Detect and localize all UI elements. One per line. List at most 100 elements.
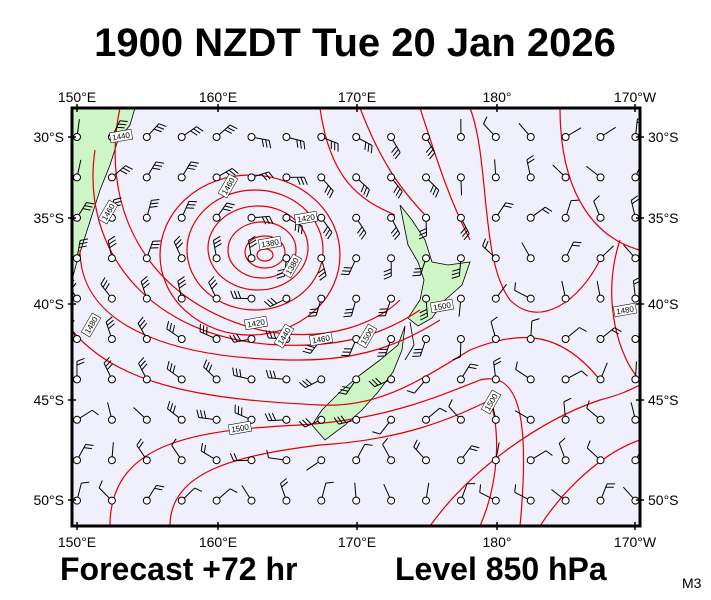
barb-station	[73, 173, 81, 182]
barb-station	[561, 173, 570, 182]
barb-station	[561, 254, 570, 263]
barb-station	[247, 133, 256, 141]
barb-feather	[143, 282, 150, 289]
barb-feather	[571, 244, 580, 247]
barb-feather	[614, 327, 622, 333]
barb-station	[387, 133, 396, 141]
land-australia	[72, 108, 136, 281]
barb-station	[387, 415, 396, 424]
barb-feather	[375, 377, 382, 385]
barb-station	[526, 254, 535, 263]
barb-feather	[272, 370, 277, 379]
barb-station	[107, 415, 116, 424]
barb-station	[596, 415, 605, 424]
barb-station	[282, 496, 291, 505]
barb-feather	[392, 149, 399, 157]
barb-feather	[429, 184, 435, 193]
barb-feather	[266, 449, 270, 458]
barb-feather	[194, 487, 203, 492]
barb-feather	[319, 275, 327, 281]
barb-station	[631, 456, 640, 465]
barb-station	[526, 173, 535, 182]
barb-station	[212, 415, 221, 424]
barb-feather	[268, 413, 273, 421]
barb-feather	[357, 226, 363, 234]
lat-label-left: 40°S	[33, 296, 64, 312]
lat-label-right: 40°S	[648, 296, 679, 312]
lat-label-right: 30°S	[648, 129, 679, 145]
lat-label-right: 50°S	[648, 492, 679, 508]
barb-feather	[265, 216, 270, 225]
contour-label: 1500	[430, 298, 454, 314]
barb-feather	[345, 308, 354, 311]
barb-feather	[229, 488, 238, 493]
contour-label-box	[109, 128, 133, 144]
barb-feather	[581, 370, 588, 377]
lon-label-top: 150°E	[58, 89, 96, 105]
barb-station	[596, 335, 605, 343]
contour-label-box	[258, 235, 282, 251]
barb-feather	[188, 164, 198, 167]
barb-feather	[391, 146, 397, 153]
barb-feather	[156, 484, 165, 488]
barb-feather	[370, 145, 373, 154]
barb-station	[491, 254, 500, 263]
barb-feather	[276, 275, 285, 279]
barb-station	[142, 335, 151, 343]
barb-feather	[305, 378, 313, 385]
barb-station	[561, 375, 570, 384]
barb-station	[561, 456, 570, 465]
barb-feather	[72, 279, 75, 284]
barb-station	[177, 375, 186, 384]
barb-feather	[493, 357, 501, 362]
barb-station	[631, 173, 640, 182]
model-code: M3	[682, 575, 702, 591]
barb-station	[107, 294, 116, 303]
barb-feather	[493, 360, 502, 366]
barb-feather	[239, 369, 242, 378]
barb-station	[491, 335, 500, 343]
barb-feather	[648, 332, 654, 337]
title: 1900 NZDT Tue 20 Jan 2026	[94, 21, 616, 65]
barb-station	[177, 254, 186, 263]
barb-feather	[418, 231, 427, 236]
barb-feather	[267, 299, 274, 306]
barb-station	[422, 496, 430, 505]
barb-station	[352, 375, 361, 384]
barb-station	[212, 213, 221, 222]
barb-station	[456, 213, 465, 222]
lat-label-left: 45°S	[33, 392, 64, 408]
barb-station	[456, 294, 465, 303]
barb-feather	[205, 361, 210, 370]
barb-feather	[84, 205, 93, 208]
barb-station	[596, 294, 605, 303]
barb-station	[73, 254, 81, 263]
barb-feather	[363, 187, 368, 195]
barb-feather	[154, 487, 163, 491]
barb-feather	[105, 360, 112, 367]
barb-feather	[106, 319, 114, 326]
barb-feather	[269, 370, 273, 379]
barb-feather	[340, 415, 347, 423]
barb-feather	[86, 202, 95, 205]
barb-feather	[630, 195, 639, 201]
barb-feather	[171, 438, 177, 446]
barb-feather	[150, 202, 159, 205]
barb-station	[247, 254, 256, 263]
barb-feather	[156, 125, 165, 130]
barb-feather	[579, 327, 587, 332]
barb-station	[247, 496, 256, 505]
barb-station	[317, 294, 326, 303]
barb-station	[317, 213, 326, 222]
barb-station	[317, 375, 326, 384]
barb-feather	[394, 233, 401, 241]
barb-feather	[187, 167, 196, 170]
barb-feather	[343, 315, 352, 318]
barb-feather	[383, 275, 392, 280]
barb-feather	[152, 167, 161, 170]
barb-station	[631, 335, 640, 343]
barb-station	[596, 133, 605, 141]
barb-station	[142, 456, 151, 465]
barb-feather	[232, 367, 235, 376]
barb-feather	[193, 128, 201, 134]
